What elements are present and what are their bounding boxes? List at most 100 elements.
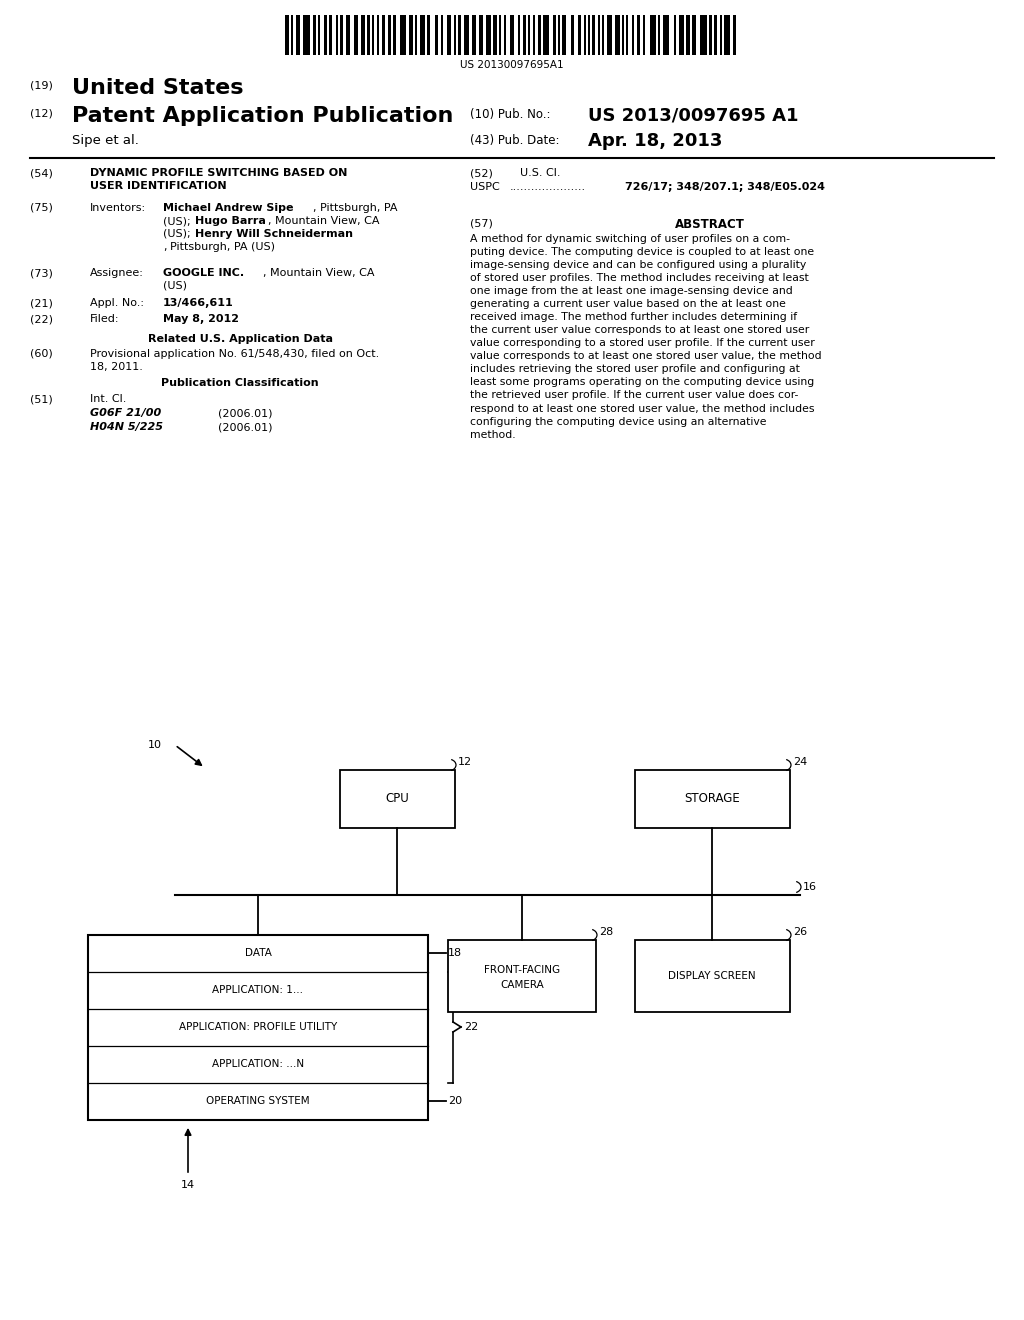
Text: .....................: ..................... (510, 182, 586, 191)
Bar (709, 15, 712, 55)
Bar (340, 15, 343, 55)
Text: FRONT-FACING: FRONT-FACING (484, 965, 560, 975)
Bar (538, 15, 541, 55)
Bar (720, 15, 722, 55)
Text: US 2013/0097695 A1: US 2013/0097695 A1 (588, 106, 799, 124)
Bar (393, 15, 396, 55)
Text: (60): (60) (30, 348, 53, 359)
Bar (635, 940, 790, 1012)
Text: Filed:: Filed: (90, 314, 120, 323)
Text: 18: 18 (449, 948, 462, 958)
Bar (584, 15, 586, 55)
Text: 20: 20 (449, 1096, 462, 1106)
Text: (12): (12) (30, 108, 53, 117)
Bar (313, 15, 316, 55)
Text: May 8, 2012: May 8, 2012 (163, 314, 239, 323)
Bar (324, 15, 327, 55)
Text: Patent Application Publication: Patent Application Publication (72, 106, 454, 125)
Bar (578, 15, 581, 55)
Bar (88, 935, 428, 1119)
Text: A method for dynamic switching of user profiles on a com-
puting device. The com: A method for dynamic switching of user p… (470, 234, 821, 440)
Text: H04N 5/225: H04N 5/225 (90, 422, 163, 432)
Bar (493, 15, 497, 55)
Text: 10: 10 (148, 741, 162, 750)
Text: , Pittsburgh, PA: , Pittsburgh, PA (313, 203, 397, 213)
Text: Assignee:: Assignee: (90, 268, 144, 279)
Bar (724, 15, 730, 55)
Bar (626, 15, 628, 55)
Text: Pittsburgh, PA (US): Pittsburgh, PA (US) (170, 242, 275, 252)
Bar (441, 15, 443, 55)
Bar (458, 15, 461, 55)
Text: 24: 24 (793, 756, 807, 767)
Text: Publication Classification: Publication Classification (161, 378, 318, 388)
Bar (592, 15, 595, 55)
Bar (650, 15, 656, 55)
Bar (700, 15, 707, 55)
Bar (472, 15, 476, 55)
Bar (318, 15, 319, 55)
Bar (733, 15, 736, 55)
Bar (427, 15, 430, 55)
Bar (543, 15, 549, 55)
Text: (73): (73) (30, 268, 53, 279)
Bar (329, 15, 332, 55)
Bar (553, 15, 556, 55)
Bar (674, 15, 676, 55)
Bar (607, 15, 612, 55)
Text: USER IDENTIFICATION: USER IDENTIFICATION (90, 181, 226, 191)
Text: (54): (54) (30, 168, 53, 178)
Bar (336, 15, 338, 55)
Text: Hugo Barra: Hugo Barra (195, 216, 266, 226)
Text: CAMERA: CAMERA (500, 979, 544, 990)
Text: ,: , (163, 242, 167, 252)
Bar (296, 15, 300, 55)
Bar (643, 15, 645, 55)
Bar (635, 770, 790, 828)
Text: Sipe et al.: Sipe et al. (72, 135, 139, 147)
Bar (486, 15, 490, 55)
Text: (US): (US) (163, 281, 187, 290)
Text: , Mountain View, CA: , Mountain View, CA (268, 216, 380, 226)
Text: USPC: USPC (470, 182, 500, 191)
Bar (518, 15, 520, 55)
Text: 18, 2011.: 18, 2011. (90, 362, 143, 372)
Bar (415, 15, 417, 55)
Bar (382, 15, 385, 55)
Bar (679, 15, 684, 55)
Text: DISPLAY SCREEN: DISPLAY SCREEN (669, 972, 756, 981)
Text: ABSTRACT: ABSTRACT (675, 218, 744, 231)
Text: 726/17; 348/207.1; 348/E05.024: 726/17; 348/207.1; 348/E05.024 (625, 182, 825, 191)
Bar (285, 15, 289, 55)
Bar (692, 15, 696, 55)
Bar (571, 15, 574, 55)
Bar (658, 15, 660, 55)
Text: (75): (75) (30, 203, 53, 213)
Bar (377, 15, 379, 55)
Bar (534, 15, 535, 55)
Bar (558, 15, 560, 55)
Text: Inventors:: Inventors: (90, 203, 146, 213)
Bar (372, 15, 374, 55)
Bar (686, 15, 690, 55)
Text: 14: 14 (181, 1180, 195, 1191)
Text: CPU: CPU (385, 792, 409, 805)
Bar (714, 15, 717, 55)
Text: (US);: (US); (163, 228, 190, 239)
Text: DYNAMIC PROFILE SWITCHING BASED ON: DYNAMIC PROFILE SWITCHING BASED ON (90, 168, 347, 178)
Bar (504, 15, 506, 55)
Bar (663, 15, 669, 55)
Text: (19): (19) (30, 81, 53, 90)
Bar (598, 15, 600, 55)
Text: (10) Pub. No.:: (10) Pub. No.: (470, 108, 551, 121)
Bar (340, 770, 455, 828)
Bar (510, 15, 514, 55)
Text: Provisional application No. 61/548,430, filed on Oct.: Provisional application No. 61/548,430, … (90, 348, 379, 359)
Text: APPLICATION: PROFILE UTILITY: APPLICATION: PROFILE UTILITY (179, 1022, 337, 1032)
Text: 13/466,611: 13/466,611 (163, 298, 233, 308)
Bar (562, 15, 566, 55)
Text: Henry Will Schneiderman: Henry Will Schneiderman (195, 228, 353, 239)
Text: GOOGLE INC.: GOOGLE INC. (163, 268, 244, 279)
Bar (588, 15, 590, 55)
Bar (528, 15, 530, 55)
